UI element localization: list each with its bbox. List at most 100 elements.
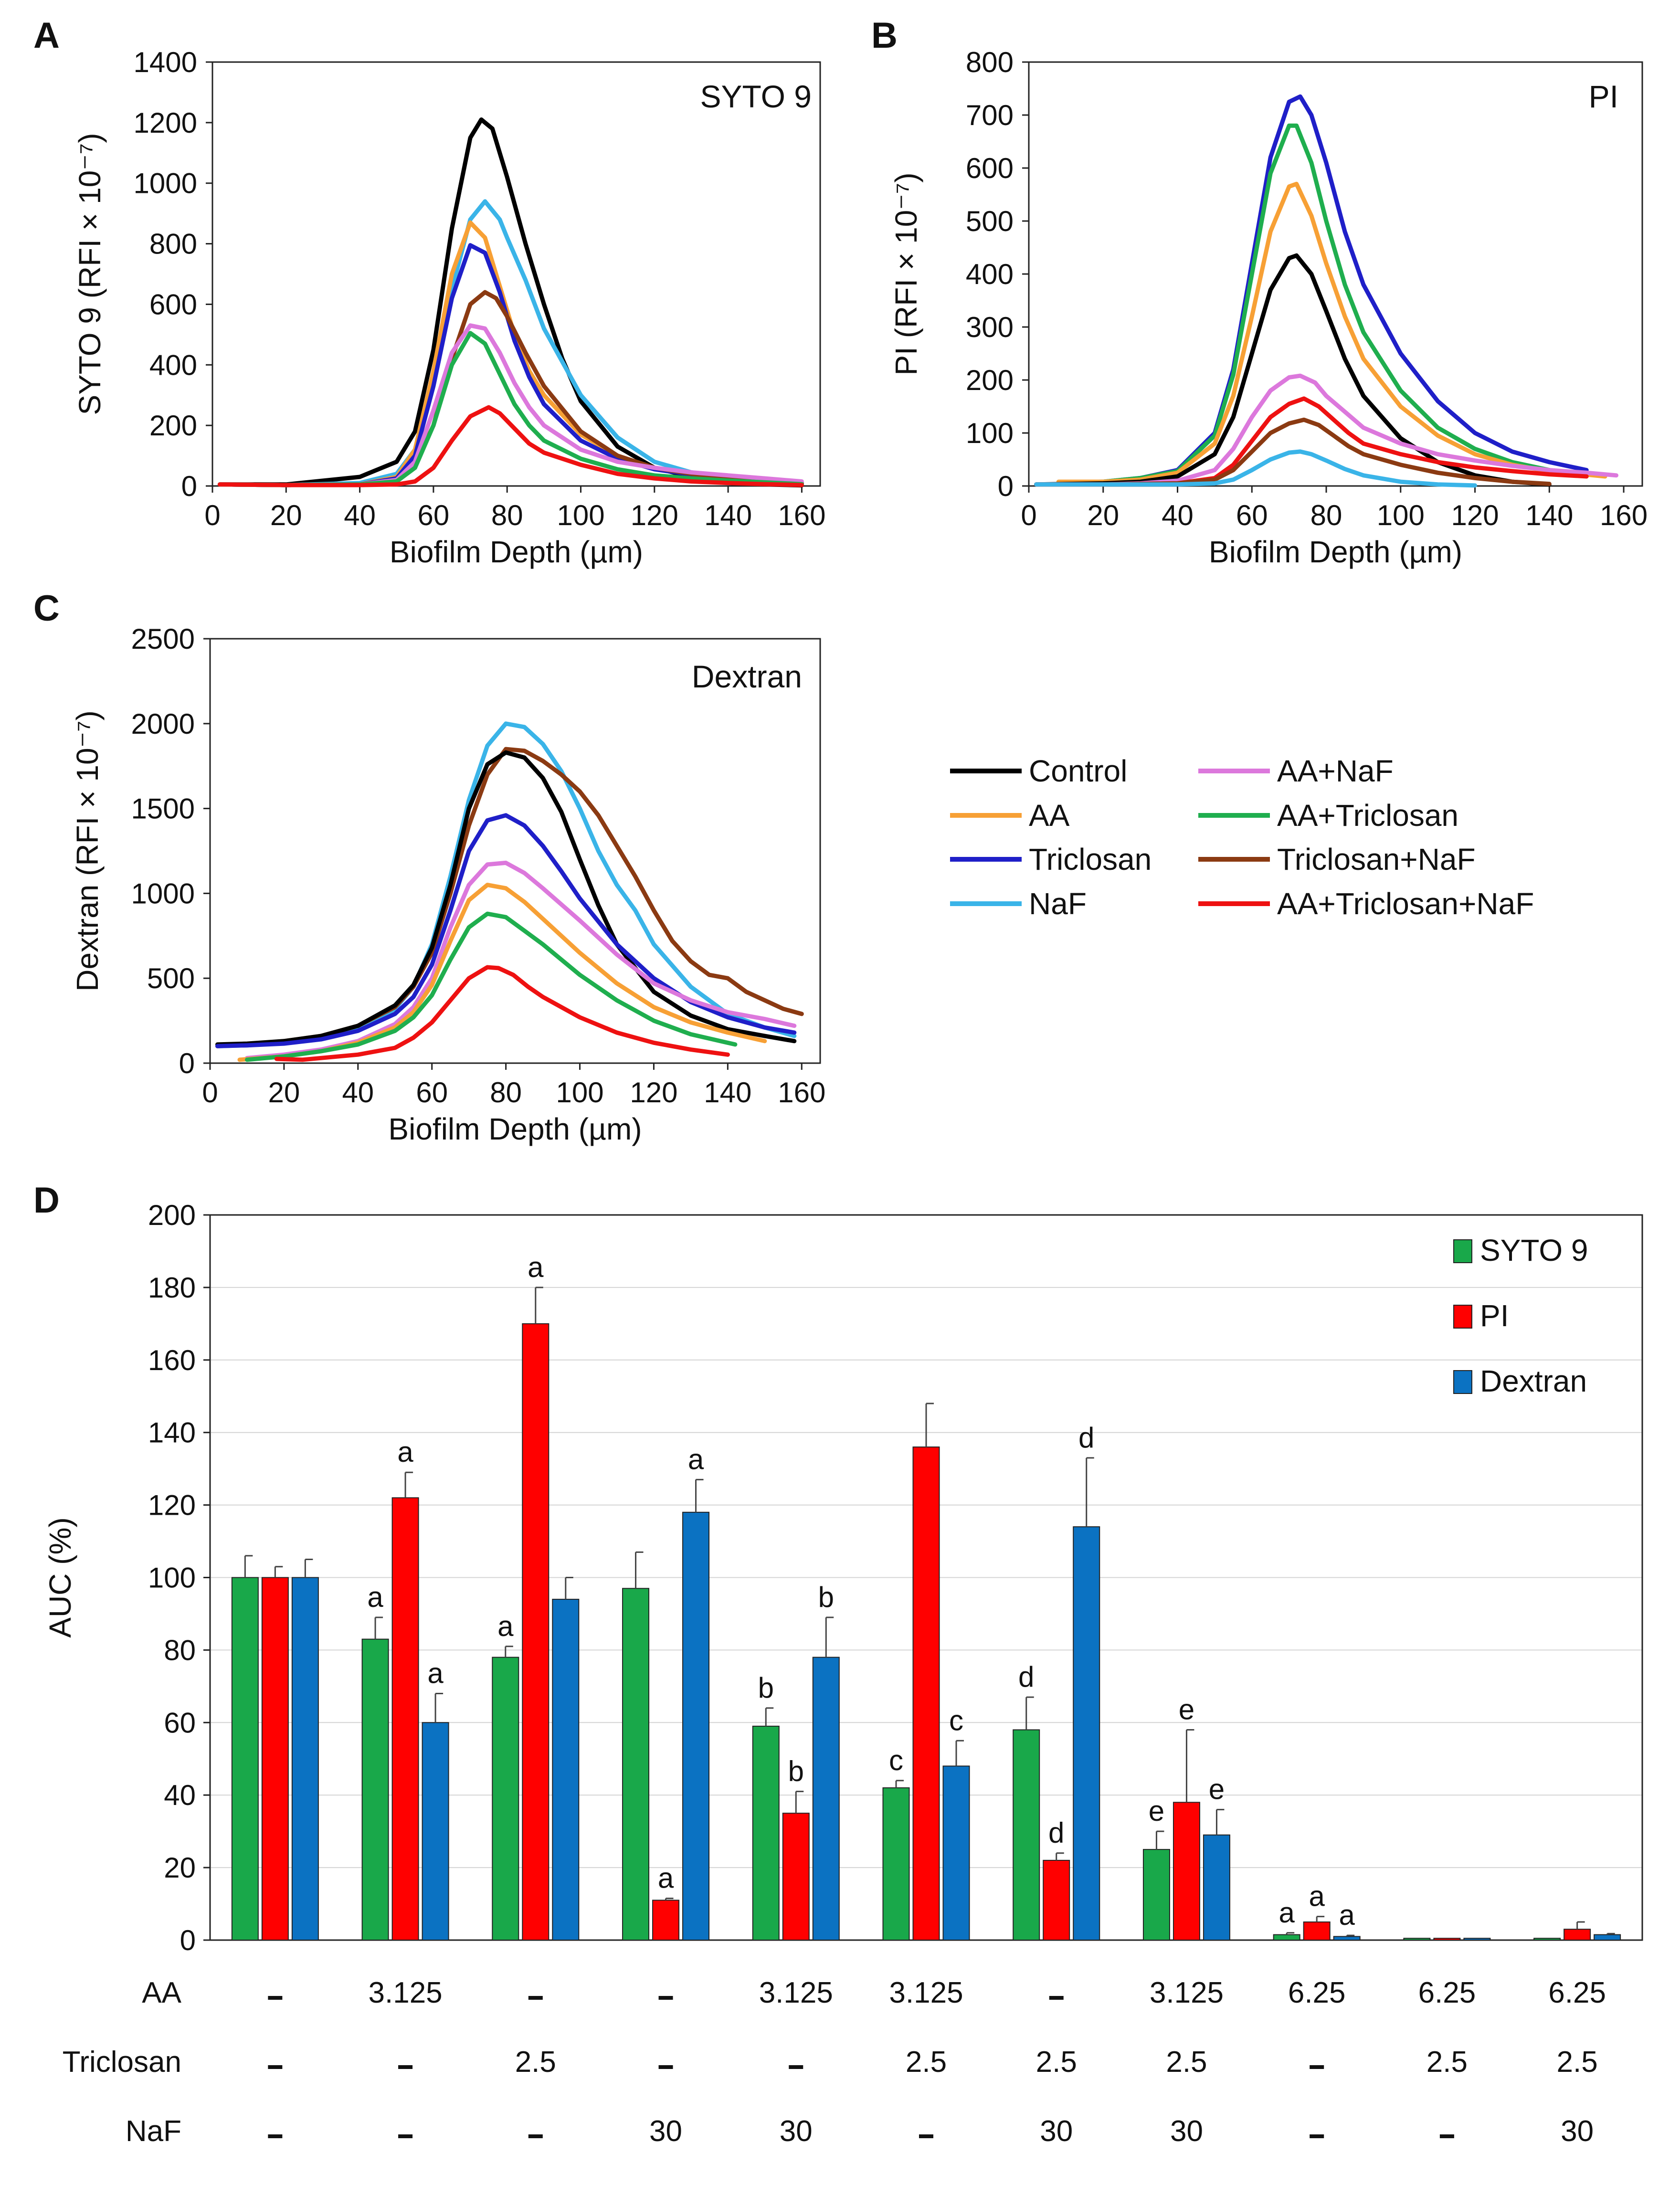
y-axis-title: PI (RFI × 10⁻⁷) xyxy=(889,172,923,375)
bar-syto-9 xyxy=(1403,1938,1431,1941)
series-line-aa_triclosan xyxy=(245,911,738,1062)
x-tick-label: 80 xyxy=(490,1077,522,1108)
condition-value: 2.5 xyxy=(1426,2046,1468,2079)
y-axis-title: SYTO 9 (RFI × 10⁻⁷) xyxy=(73,133,107,415)
legend-swatch xyxy=(1453,1239,1472,1263)
legend-label-aa_triclosan: AA+Triclosan xyxy=(1277,798,1458,833)
significance-letter: c xyxy=(949,1704,963,1736)
bar-dextran xyxy=(1594,1934,1621,1941)
bar-pi xyxy=(1043,1859,1070,1941)
dash-mark xyxy=(268,1996,283,2000)
line-chart-C: 0 500 1000 1500 2000 2500 0 20 40 60 80 100 120 140 16… xyxy=(33,588,825,1146)
dash-mark xyxy=(398,2134,413,2138)
condition-value: 3.125 xyxy=(889,1976,963,2009)
bar-dextran xyxy=(291,1577,319,1941)
y-tick-label: 400 xyxy=(149,349,197,381)
condition-value: 6.25 xyxy=(1288,1976,1346,2009)
plot-frame xyxy=(211,61,821,487)
condition-value: 30 xyxy=(649,2115,682,2148)
bar-dextran xyxy=(1073,1526,1100,1941)
condition-value: 3.125 xyxy=(369,1976,443,2009)
x-tick-label: 40 xyxy=(344,499,376,531)
y-tick-label: 600 xyxy=(149,288,197,320)
series-line-aa_naf xyxy=(1034,373,1618,487)
x-tick-label: 120 xyxy=(630,1077,677,1108)
x-tick-label: 40 xyxy=(1162,499,1194,531)
x-tick-label: 80 xyxy=(1310,499,1342,531)
bar-syto-9 xyxy=(361,1638,389,1941)
bar-dextran xyxy=(942,1765,970,1941)
legend-label-naf: NaF xyxy=(1029,887,1087,921)
series-line-naf xyxy=(1034,449,1477,488)
legend-label-aa_naf: AA+NaF xyxy=(1277,754,1394,788)
y-tick-label: 2500 xyxy=(131,623,195,655)
y-tick-label: 800 xyxy=(966,46,1014,78)
bar-syto-9 xyxy=(1533,1938,1561,1941)
y-tick-label: 0 xyxy=(998,470,1014,502)
dash-mark xyxy=(268,2065,283,2069)
bar-pi xyxy=(1173,1802,1200,1941)
significance-letter: b xyxy=(818,1581,834,1613)
panel-label: Dextran xyxy=(692,659,802,694)
significance-letter: a xyxy=(497,1610,514,1642)
dash-mark xyxy=(1310,2065,1324,2069)
panel-label: SYTO 9 xyxy=(700,79,812,114)
x-tick-label: 140 xyxy=(704,499,752,531)
y-tick-label: 180 xyxy=(148,1272,196,1304)
y-tick-label: 400 xyxy=(966,258,1014,290)
bar-pi xyxy=(1433,1938,1461,1941)
series-line-aa xyxy=(1056,181,1607,484)
significance-letter: b xyxy=(788,1755,804,1787)
x-axis-title: Biofilm Depth (µm) xyxy=(390,535,643,569)
legend-label-triclosan: Triclosan xyxy=(1029,842,1152,876)
dash-mark xyxy=(658,2065,673,2069)
x-tick-label: 160 xyxy=(1600,499,1648,531)
bar-dextran xyxy=(1203,1834,1230,1941)
significance-letter: d xyxy=(1048,1817,1064,1849)
significance-letter: a xyxy=(1309,1880,1325,1912)
y-tick-label: 80 xyxy=(164,1634,196,1666)
bar-syto-9 xyxy=(882,1787,910,1941)
significance-letter: a xyxy=(367,1581,383,1613)
legend-label-aa: AA xyxy=(1029,798,1070,833)
x-tick-label: 0 xyxy=(204,499,220,531)
legend-swatch xyxy=(1453,1305,1472,1329)
series-line-triclosan_naf xyxy=(1034,417,1552,487)
series-line-control xyxy=(215,750,797,1047)
y-tick-label: 1400 xyxy=(134,46,197,78)
condition-value: 3.125 xyxy=(1150,1976,1224,2009)
significance-letter: b xyxy=(758,1672,774,1704)
bar-pi xyxy=(522,1323,549,1941)
legend-label: PI xyxy=(1480,1298,1509,1333)
bar-syto-9 xyxy=(231,1577,259,1941)
bar-syto-9 xyxy=(1273,1934,1300,1941)
legend-swatch xyxy=(1453,1370,1472,1394)
condition-value: 2.5 xyxy=(1036,2046,1077,2079)
y-tick-label: 160 xyxy=(148,1344,196,1376)
y-tick-label: 60 xyxy=(164,1707,196,1739)
line-chart-A: 0 200 400 600 800 1000 1200 1400 0 20 40 60 80 100 120… xyxy=(33,15,825,569)
series-line-aa_triclosan_naf xyxy=(217,405,804,487)
significance-letter: e xyxy=(1179,1693,1194,1725)
y-tick-label: 200 xyxy=(966,364,1014,396)
condition-value: 30 xyxy=(1040,2115,1073,2148)
condition-name: Triclosan xyxy=(63,2046,181,2079)
x-tick-label: 40 xyxy=(342,1077,374,1108)
condition-value: 6.25 xyxy=(1418,1976,1476,2009)
y-axis-title: Dextran (RFI × 10⁻⁷) xyxy=(70,710,105,992)
significance-letter: a xyxy=(688,1443,704,1475)
condition-value: 30 xyxy=(1170,2115,1203,2148)
panel-label: PI xyxy=(1589,79,1618,114)
bar-syto-9 xyxy=(1142,1849,1170,1941)
bar-legend: SYTO 9 PI Dextran xyxy=(1453,1233,1588,1398)
bar-pi xyxy=(912,1446,940,1941)
panel-letter: D xyxy=(33,1180,60,1221)
y-tick-label: 1000 xyxy=(134,168,197,200)
condition-value: 30 xyxy=(1561,2115,1594,2148)
x-tick-label: 60 xyxy=(418,499,450,531)
condition-value: 3.125 xyxy=(759,1976,833,2009)
condition-value: 2.5 xyxy=(906,2046,947,2079)
significance-letter: a xyxy=(528,1251,544,1283)
dash-mark xyxy=(1310,2134,1324,2138)
